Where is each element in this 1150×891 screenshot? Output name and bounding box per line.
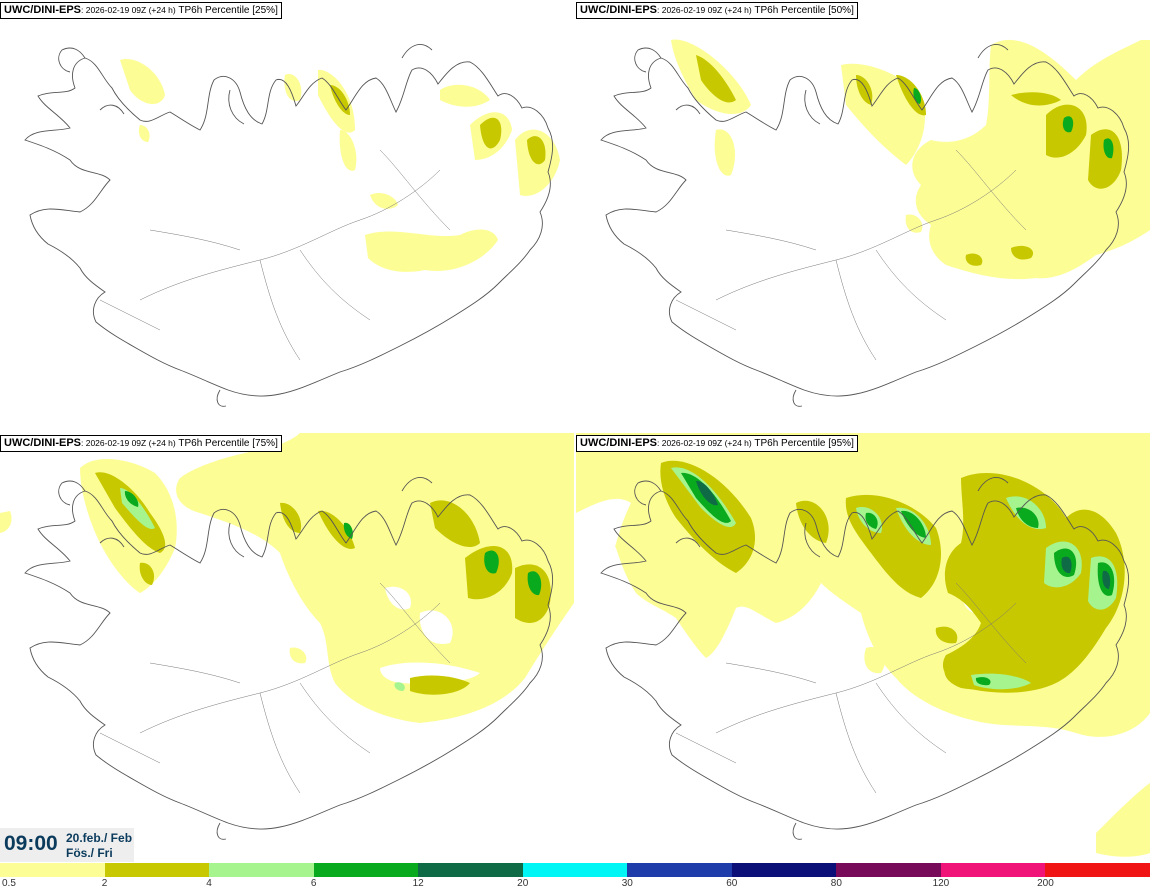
- product-label: TP6h Percentile [95%]: [751, 438, 854, 449]
- precip-fill-4: [124, 491, 542, 596]
- roads-rivers: [675, 582, 1027, 794]
- model-name: UWC/DINI-EPS: [4, 4, 81, 16]
- precip-fill-2: [696, 55, 1122, 266]
- iceland-coastline: [600, 476, 1130, 840]
- colorbar-tick-label: 6: [310, 878, 317, 889]
- run-info: : 2026-02-19 09Z (+24 h): [657, 438, 752, 448]
- precip-map: [576, 433, 1150, 857]
- colorbar-segment: [313, 863, 419, 877]
- map-panel-p50: UWC/DINI-EPS: 2026-02-19 09Z (+24 h) TP6…: [576, 0, 1150, 430]
- precip-map: [0, 433, 574, 840]
- valid-date: 20.feb./ Feb: [66, 831, 133, 845]
- valid-clock: 09:00: [4, 832, 58, 855]
- colorbar-ticks: 0.5 2 4 6 12 20 30 60 80 120 200: [0, 877, 1150, 891]
- colorbar-tick-label: 30: [621, 878, 633, 889]
- product-label: TP6h Percentile [50%]: [751, 5, 854, 16]
- colorbar-tick-label: 20: [517, 878, 529, 889]
- colorbar-tick-label: 2: [101, 878, 108, 889]
- iceland-coastline: [24, 43, 554, 407]
- precip-colorbar: [0, 863, 1150, 877]
- colorbar-segment: [522, 863, 628, 877]
- panel-title: UWC/DINI-EPS: 2026-02-19 09Z (+24 h) TP6…: [576, 435, 858, 452]
- precip-fill: [120, 59, 560, 272]
- colorbar-tick-label: 60: [726, 878, 738, 889]
- precip-map: [24, 43, 560, 407]
- colorbar-segment: [836, 863, 941, 877]
- colorbar-segment: [0, 863, 105, 877]
- precip-fill-2: [330, 85, 546, 165]
- colorbar-tick-label: 80: [830, 878, 842, 889]
- map-panel-p75: UWC/DINI-EPS: 2026-02-19 09Z (+24 h) TP6…: [0, 433, 574, 863]
- map-panel-p25: UWC/DINI-EPS: 2026-02-19 09Z (+24 h) TP6…: [0, 0, 574, 430]
- roads-rivers: [675, 149, 1027, 361]
- precip-map: [600, 39, 1150, 407]
- roads-rivers: [99, 149, 451, 361]
- colorbar-tick-label: 200: [1037, 878, 1054, 889]
- precip-fill-2: [95, 472, 551, 695]
- precip-fill: [0, 433, 574, 723]
- colorbar-segment: [1045, 863, 1150, 877]
- colorbar-tick-label: 12: [412, 878, 424, 889]
- colorbar-segment: [209, 863, 314, 877]
- map-panel-p95: UWC/DINI-EPS: 2026-02-19 09Z (+24 h) TP6…: [576, 433, 1150, 863]
- iceland-coastline: [600, 43, 1130, 407]
- panel-title: UWC/DINI-EPS: 2026-02-19 09Z (+24 h) TP6…: [0, 2, 282, 19]
- colorbar-segment: [940, 863, 1046, 877]
- colorbar-tick-label: 4: [206, 878, 212, 889]
- run-info: : 2026-02-19 09Z (+24 h): [81, 438, 176, 448]
- colorbar-segment: [731, 863, 837, 877]
- model-name: UWC/DINI-EPS: [580, 4, 657, 16]
- run-info: : 2026-02-19 09Z (+24 h): [81, 5, 176, 15]
- product-label: TP6h Percentile [75%]: [175, 438, 278, 449]
- colorbar-tick-label: 120: [932, 878, 950, 889]
- valid-day: Fös./ Fri: [66, 846, 113, 860]
- colorbar-segment: [627, 863, 732, 877]
- colorbar-tick-label: 0.5: [2, 878, 16, 889]
- model-name: UWC/DINI-EPS: [4, 437, 81, 449]
- panel-title: UWC/DINI-EPS: 2026-02-19 09Z (+24 h) TP6…: [576, 2, 858, 19]
- iceland-coastline: [24, 476, 554, 840]
- product-label: TP6h Percentile [25%]: [175, 5, 278, 16]
- roads-rivers: [99, 582, 451, 794]
- valid-time-box: 09:00 20.feb./ Feb Fös./ Fri: [0, 828, 134, 862]
- panel-title: UWC/DINI-EPS: 2026-02-19 09Z (+24 h) TP6…: [0, 435, 282, 452]
- precip-fill-5: [696, 480, 1111, 589]
- colorbar-segment: [104, 863, 210, 877]
- precip-fill: [671, 39, 1150, 280]
- run-info: : 2026-02-19 09Z (+24 h): [657, 5, 752, 15]
- colorbar-segment: [418, 863, 523, 877]
- model-name: UWC/DINI-EPS: [580, 437, 657, 449]
